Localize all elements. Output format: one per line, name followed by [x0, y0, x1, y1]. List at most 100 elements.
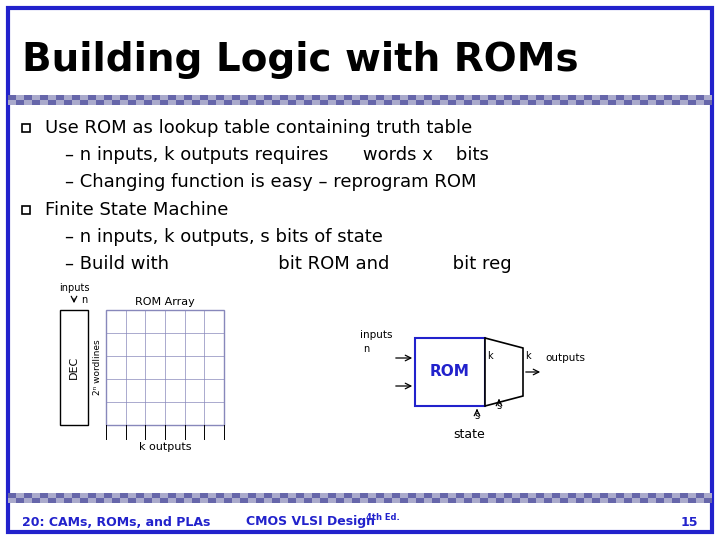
- Bar: [32, 100, 40, 105]
- Bar: [312, 498, 320, 503]
- Bar: [248, 498, 256, 503]
- Bar: [440, 95, 448, 100]
- Bar: [360, 100, 368, 105]
- Bar: [392, 493, 400, 498]
- Bar: [608, 493, 616, 498]
- Bar: [480, 95, 488, 100]
- Bar: [624, 498, 632, 503]
- Bar: [136, 498, 144, 503]
- Text: 15: 15: [680, 516, 698, 529]
- Bar: [32, 493, 40, 498]
- Bar: [616, 493, 624, 498]
- Bar: [256, 498, 264, 503]
- Bar: [216, 493, 224, 498]
- Bar: [528, 100, 536, 105]
- Text: CMOS VLSI Design: CMOS VLSI Design: [246, 516, 374, 529]
- Bar: [96, 100, 104, 105]
- Bar: [520, 493, 528, 498]
- Bar: [568, 493, 576, 498]
- Bar: [304, 95, 312, 100]
- Bar: [560, 498, 568, 503]
- Bar: [608, 95, 616, 100]
- Bar: [88, 498, 96, 503]
- Bar: [320, 100, 328, 105]
- Bar: [568, 498, 576, 503]
- Bar: [264, 498, 272, 503]
- Bar: [328, 95, 336, 100]
- Bar: [440, 498, 448, 503]
- Text: k: k: [525, 351, 531, 361]
- Bar: [184, 95, 192, 100]
- Bar: [200, 100, 208, 105]
- Bar: [304, 100, 312, 105]
- Bar: [648, 95, 656, 100]
- Bar: [120, 95, 128, 100]
- Bar: [560, 493, 568, 498]
- Bar: [240, 493, 248, 498]
- Bar: [264, 493, 272, 498]
- Bar: [216, 498, 224, 503]
- Bar: [272, 493, 280, 498]
- Bar: [480, 100, 488, 105]
- Bar: [16, 493, 24, 498]
- Bar: [72, 100, 80, 105]
- Bar: [400, 95, 408, 100]
- Bar: [424, 493, 432, 498]
- Bar: [512, 95, 520, 100]
- Bar: [688, 100, 696, 105]
- Text: – n inputs, k outputs requires      words x    bits: – n inputs, k outputs requires words x b…: [65, 146, 489, 164]
- Text: 20: CAMs, ROMs, and PLAs: 20: CAMs, ROMs, and PLAs: [22, 516, 210, 529]
- Bar: [608, 100, 616, 105]
- Bar: [48, 493, 56, 498]
- Bar: [232, 498, 240, 503]
- Bar: [312, 100, 320, 105]
- Bar: [624, 493, 632, 498]
- Bar: [632, 95, 640, 100]
- Bar: [344, 498, 352, 503]
- Bar: [144, 498, 152, 503]
- Bar: [656, 95, 664, 100]
- Bar: [176, 493, 184, 498]
- Bar: [168, 100, 176, 105]
- Bar: [176, 100, 184, 105]
- Bar: [328, 493, 336, 498]
- Bar: [664, 95, 672, 100]
- Bar: [328, 100, 336, 105]
- Bar: [536, 95, 544, 100]
- Bar: [128, 498, 136, 503]
- Bar: [128, 100, 136, 105]
- Bar: [512, 498, 520, 503]
- Bar: [496, 100, 504, 105]
- Bar: [248, 493, 256, 498]
- Bar: [536, 100, 544, 105]
- Bar: [368, 498, 376, 503]
- Bar: [40, 95, 48, 100]
- Bar: [32, 498, 40, 503]
- Bar: [88, 95, 96, 100]
- Bar: [448, 493, 456, 498]
- Bar: [272, 100, 280, 105]
- Bar: [368, 95, 376, 100]
- Bar: [672, 498, 680, 503]
- Bar: [576, 493, 584, 498]
- Text: – n inputs, k outputs, s bits of state: – n inputs, k outputs, s bits of state: [65, 228, 383, 246]
- Bar: [248, 95, 256, 100]
- Bar: [392, 95, 400, 100]
- Bar: [216, 95, 224, 100]
- Bar: [680, 493, 688, 498]
- Bar: [296, 95, 304, 100]
- Bar: [248, 100, 256, 105]
- Bar: [160, 493, 168, 498]
- Bar: [64, 95, 72, 100]
- Bar: [688, 493, 696, 498]
- Bar: [576, 100, 584, 105]
- Text: state: state: [453, 428, 485, 441]
- Bar: [632, 498, 640, 503]
- Bar: [296, 498, 304, 503]
- Bar: [352, 100, 360, 105]
- Bar: [408, 95, 416, 100]
- Bar: [600, 100, 608, 105]
- Bar: [584, 95, 592, 100]
- Bar: [56, 100, 64, 105]
- Bar: [360, 493, 368, 498]
